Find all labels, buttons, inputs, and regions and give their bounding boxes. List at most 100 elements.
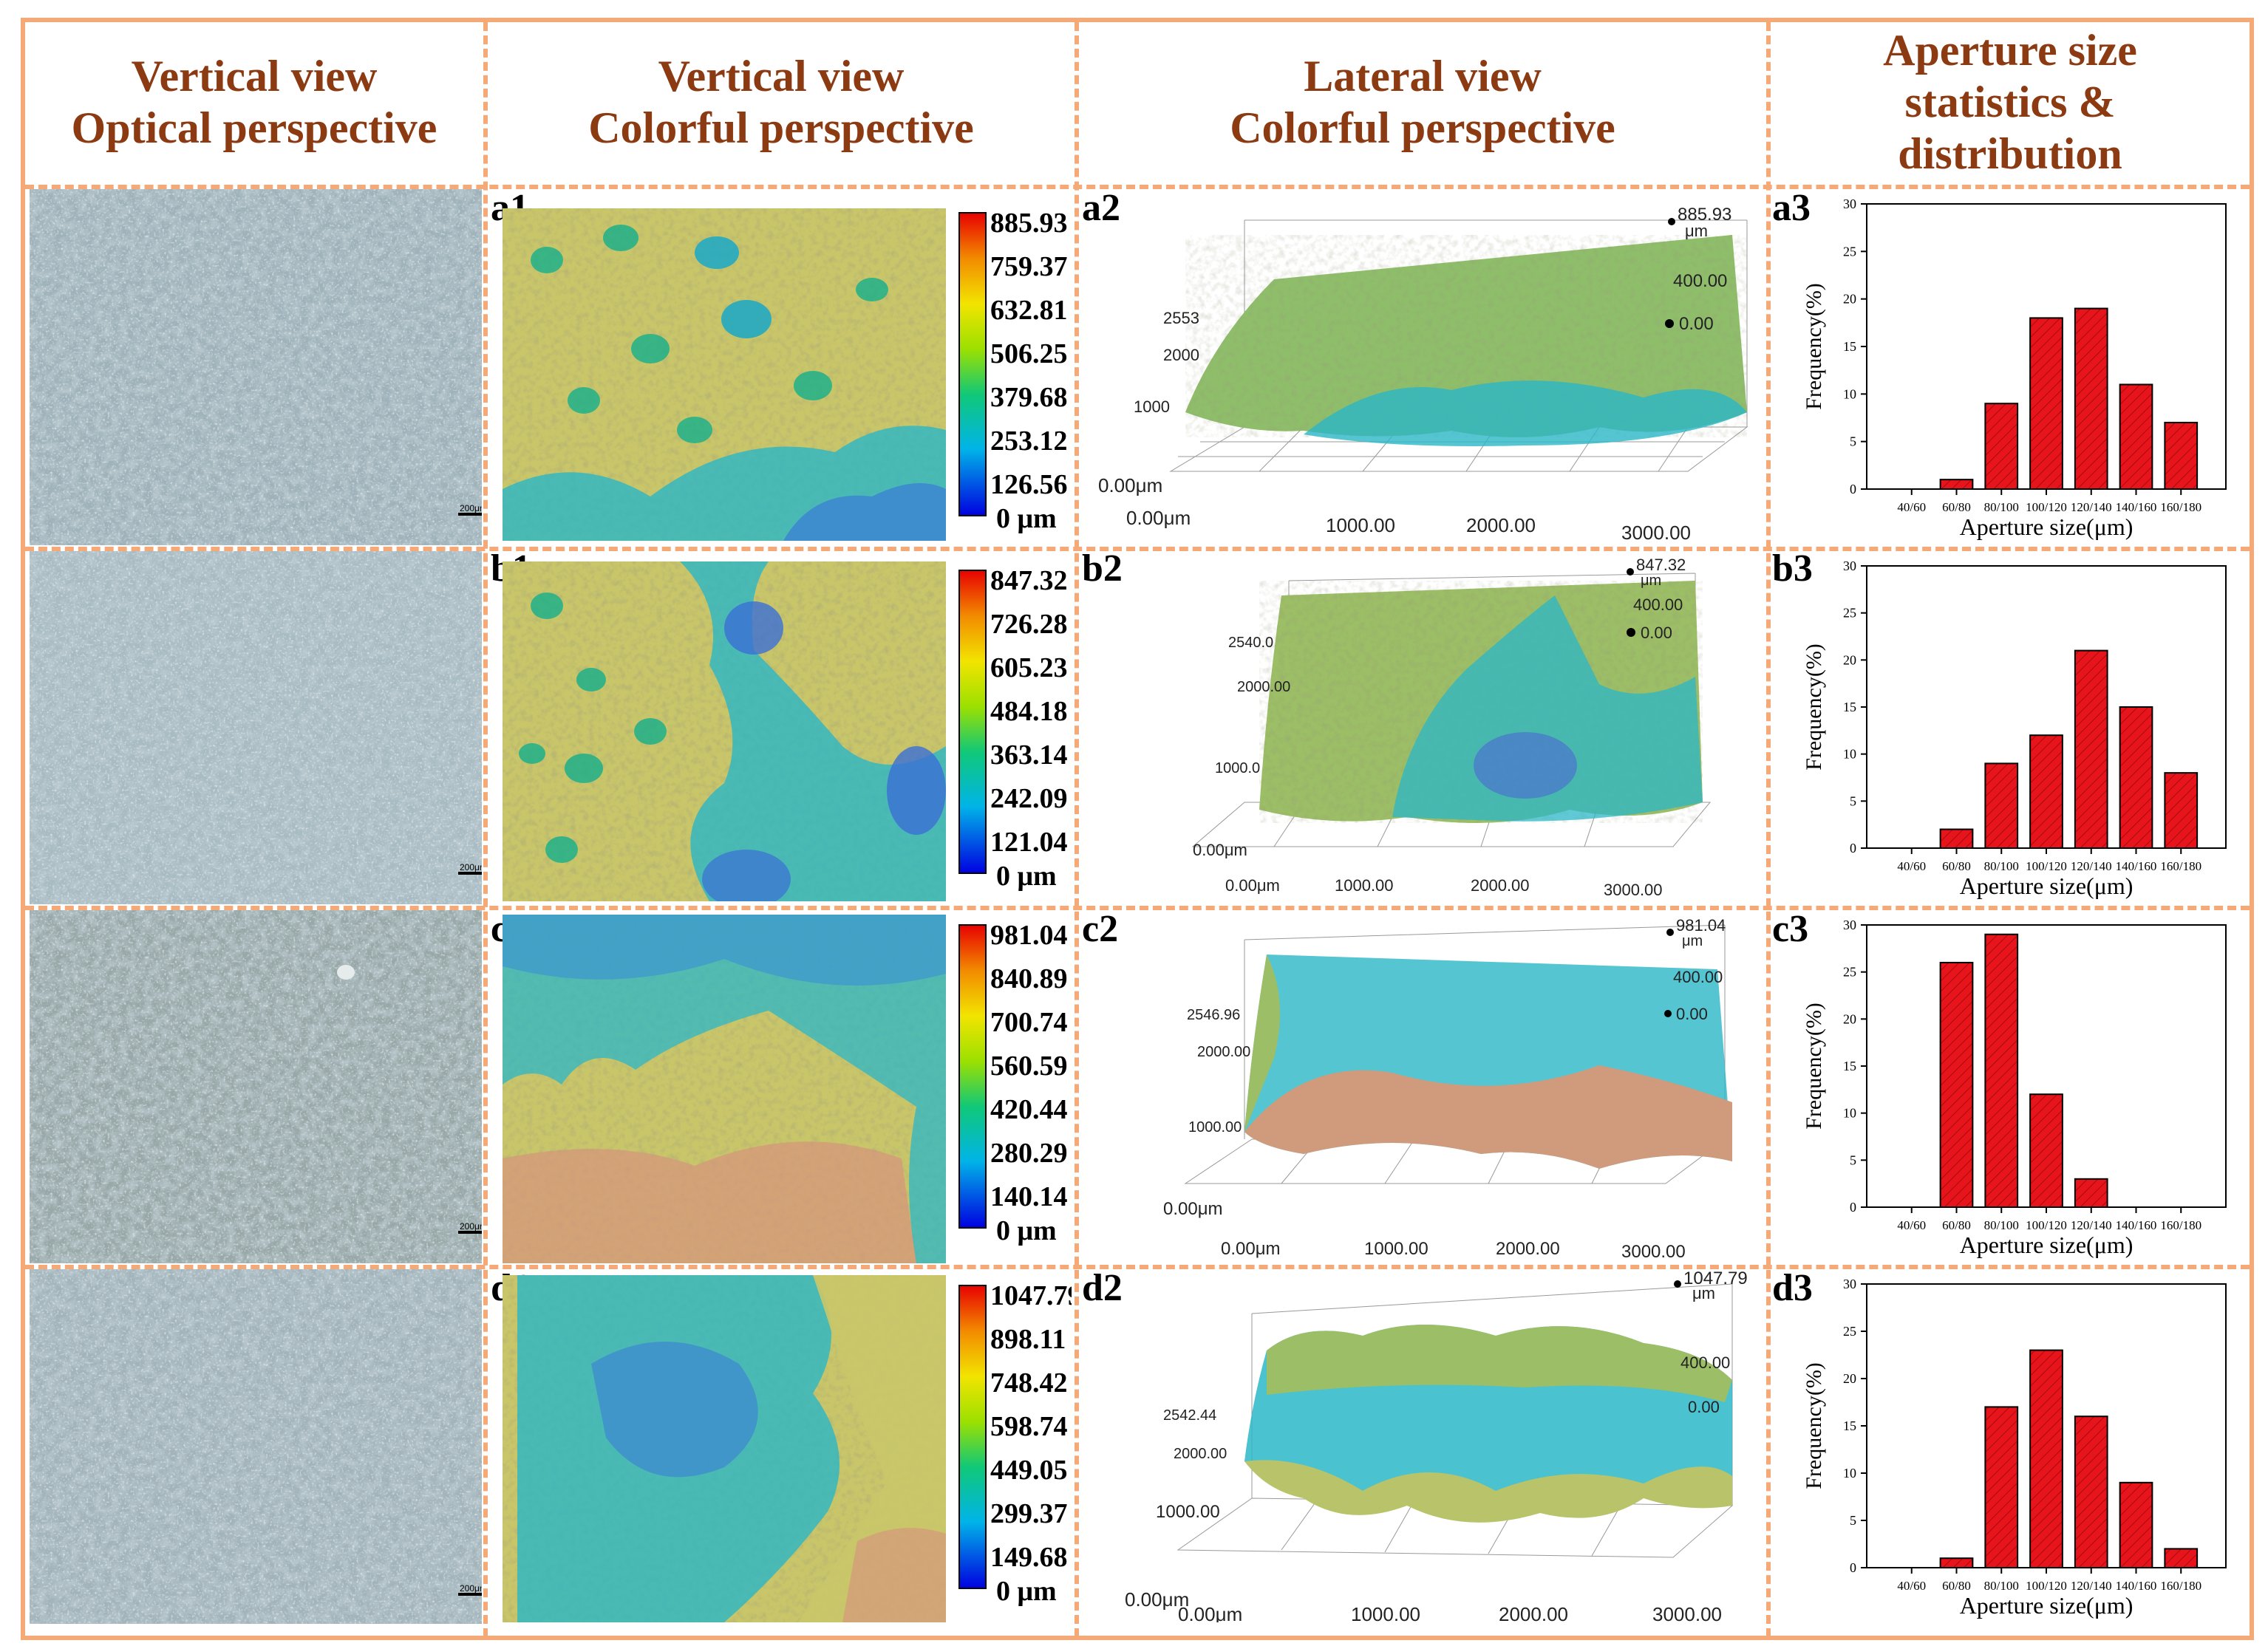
histogram-b3: 0 5 10 15 20 25 30 40/60 60/80 80/100 100/120 120/1… xyxy=(1802,559,2227,899)
y-tick-label: 15 xyxy=(1843,700,1856,714)
colorbar-tick: 379.68 xyxy=(990,382,1068,413)
histogram-bar xyxy=(2074,649,2108,849)
header-lateral-line1: Lateral view xyxy=(1304,52,1542,100)
y-axis-label: Frequency(%) xyxy=(1802,1003,1826,1130)
histogram-bar xyxy=(2029,1093,2063,1208)
panel-label-d2: d2 xyxy=(1082,1267,1123,1309)
x-tick-label: 160/180 xyxy=(2160,1218,2201,1232)
colorbar-tick: 1047.79 xyxy=(990,1283,1072,1311)
colorbar-tick: 0 μm xyxy=(996,1576,1057,1607)
z-max-label: 981.04 xyxy=(1676,916,1726,935)
x-tick-label: 120/140 xyxy=(2071,859,2112,873)
histogram-bar xyxy=(1984,762,2019,849)
x-tick-label: 80/100 xyxy=(1984,500,2019,514)
colorbar-tick: 242.09 xyxy=(990,783,1068,814)
x-tick-label: 60/80 xyxy=(1942,500,1971,514)
histogram-bar xyxy=(2074,307,2108,490)
histogram-bar xyxy=(2119,1481,2153,1568)
x-tick-label: 0.00μm xyxy=(1225,876,1280,895)
y-tick-label: 20 xyxy=(1843,292,1856,307)
y-tick-label: 25 xyxy=(1843,606,1856,621)
x-tick-label: 1000.00 xyxy=(1351,1603,1420,1622)
colorbar-tick: 149.68 xyxy=(990,1542,1068,1573)
y-tick-label: 20 xyxy=(1843,1011,1856,1026)
header-aperture-line1: Aperture size xyxy=(1883,26,2137,75)
y-tick-label: 5 xyxy=(1850,1513,1856,1528)
header-aperture-line3: distribution xyxy=(1898,129,2122,178)
colorbar-tick: 598.74 xyxy=(990,1411,1068,1442)
y-tick-label: 10 xyxy=(1843,1106,1856,1121)
x-tick-label: 160/180 xyxy=(2160,500,2201,514)
height-map-b1 xyxy=(503,561,946,901)
z-max-label: 1047.79 xyxy=(1683,1269,1748,1288)
histogram-bar xyxy=(1939,961,1974,1209)
colorbar-tick: 748.42 xyxy=(990,1367,1068,1399)
x-tick-label: 140/160 xyxy=(2116,859,2157,873)
y-tick-label: 2553 xyxy=(1163,309,1199,327)
y-axis-label: Frequency(%) xyxy=(1802,1362,1826,1489)
y-tick-label: 0 xyxy=(1850,841,1856,856)
z-unit-label: μm xyxy=(1692,1284,1715,1302)
header-optical-line1: Vertical view xyxy=(131,52,378,100)
x-tick-label: 1000.00 xyxy=(1326,514,1395,536)
header-colorful-vertical-line2: Colorful perspective xyxy=(588,103,974,152)
panel-label-d3: d3 xyxy=(1772,1267,1813,1309)
header-lateral-line2: Colorful perspective xyxy=(1230,103,1615,152)
lateral-3d-b2: 847.32 μm 400.00 0.00 2540.0 2000.00 100… xyxy=(1191,556,1712,899)
x-tick-label: 100/120 xyxy=(2026,1579,2067,1593)
x-tick-label: 140/160 xyxy=(2116,1579,2157,1593)
colorbar-tick: 121.04 xyxy=(990,827,1068,858)
lateral-3d-d2: 1047.79 μm 400.00 0.00 2542.44 2000.00 1… xyxy=(1125,1269,1748,1622)
y-tick-label: 10 xyxy=(1843,747,1856,762)
histogram-bar xyxy=(2119,383,2153,491)
header-colorful-vertical-line1: Vertical view xyxy=(658,52,905,100)
colorbar-tick: 253.12 xyxy=(990,426,1068,457)
colorbar-tick: 847.32 xyxy=(990,567,1068,596)
x-axis-label: Aperture size(μm) xyxy=(1960,1232,2134,1258)
colorbar-tick: 759.37 xyxy=(990,251,1068,282)
scale-bar-label-d: 200μm xyxy=(460,1583,482,1594)
z-tick-label: 0.00 xyxy=(1688,1398,1720,1416)
x-tick-label: 40/60 xyxy=(1897,1579,1926,1593)
x-tick-label: 160/180 xyxy=(2160,859,2201,873)
row-divider-3 xyxy=(25,1265,2250,1269)
y-tick-label: 25 xyxy=(1843,965,1856,980)
col-divider-1 xyxy=(483,22,488,1637)
histogram-bar xyxy=(1984,403,2019,491)
x-tick-label: 120/140 xyxy=(2071,1218,2112,1232)
z-tick-label: 400.00 xyxy=(1673,968,1723,986)
x-tick-label: 2000.00 xyxy=(1499,1603,1568,1622)
y-tick-label: 2542.44 xyxy=(1163,1407,1216,1424)
colorbar-tick: 898.11 xyxy=(990,1324,1066,1355)
colorbar-tick: 484.18 xyxy=(990,696,1068,727)
scale-bar-label-a: 200μm xyxy=(460,503,482,513)
colorbar-tick: 506.25 xyxy=(990,338,1068,369)
z-tick-label: 400.00 xyxy=(1633,595,1683,614)
z-tick-label: 0.00 xyxy=(1679,314,1714,334)
height-map-d1 xyxy=(503,1275,946,1622)
histogram-bar xyxy=(2074,1178,2108,1208)
x-tick-label: 3000.00 xyxy=(1604,881,1663,899)
lateral-3d-a2: 885.93 μm 400.00 0.00 2553 2000 1000 0.0… xyxy=(1098,205,1748,544)
row-divider-1 xyxy=(25,547,2250,551)
z-max-label: 847.32 xyxy=(1636,556,1686,574)
height-map-pits-a1 xyxy=(531,225,888,443)
colorbar-tick: 885.93 xyxy=(990,210,1068,239)
histogram-bar xyxy=(1939,1557,1974,1569)
x-tick-label: 40/60 xyxy=(1897,1218,1926,1232)
origin-label: 0.00μm xyxy=(1125,1588,1189,1611)
y-tick-label: 2546.96 xyxy=(1187,1007,1240,1023)
header-lateral: Lateral view Colorful perspective xyxy=(1079,28,1766,176)
y-tick-label: 0 xyxy=(1850,1560,1856,1575)
histogram-bar xyxy=(2029,734,2063,849)
y-tick-label: 2000.00 xyxy=(1174,1446,1227,1462)
x-tick-label: 40/60 xyxy=(1897,859,1926,873)
y-tick-label: 15 xyxy=(1843,1059,1856,1073)
panel-label-b2: b2 xyxy=(1082,547,1123,590)
x-axis-label: Aperture size(μm) xyxy=(1960,1592,2134,1619)
optical-image-b: 200μm xyxy=(30,551,482,904)
lateral-3d-c2: 981.04 μm 400.00 0.00 2546.96 2000.00 10… xyxy=(1163,916,1732,1262)
panel-label-c2: c2 xyxy=(1082,908,1119,950)
col-divider-2 xyxy=(1075,22,1079,1637)
figure-frame xyxy=(21,18,2254,1640)
